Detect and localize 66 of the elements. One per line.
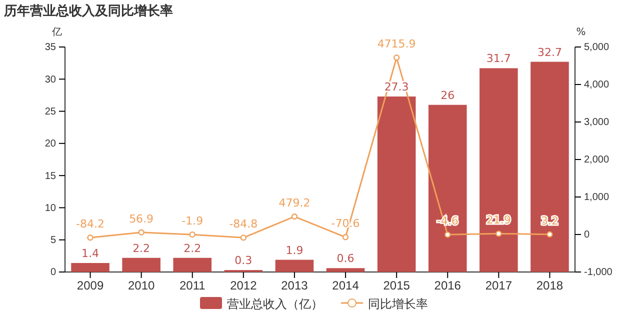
data-label: 56.9: [129, 212, 154, 226]
data-label: 3.2: [540, 214, 558, 228]
data-label: 31.7: [486, 52, 511, 66]
y2-tick-label: 5,000: [584, 42, 610, 54]
bar: [173, 258, 212, 272]
data-label: 479.2: [278, 196, 310, 210]
bar: [326, 268, 365, 272]
x-tick-label: 2015: [383, 278, 410, 293]
y2-tick-label: 0: [584, 230, 590, 241]
data-label: 2.2: [132, 242, 150, 255]
y-tick-label: 5: [50, 235, 56, 246]
point: [546, 231, 553, 238]
y2-tick-label: -1,000: [584, 267, 613, 278]
data-label: 21.9: [486, 214, 511, 227]
y2-tick-label: 3,000: [584, 117, 610, 128]
x-tick-label: 2016: [434, 278, 462, 293]
x-tick-label: 2009: [76, 278, 104, 293]
bar: [480, 68, 518, 272]
point: [240, 234, 247, 241]
y-tick-label: 25: [44, 106, 56, 118]
y-tick-label: 10: [44, 202, 56, 214]
data-label: 0.3: [234, 254, 252, 268]
data-label: -84.2: [76, 218, 105, 231]
x-tick-label: 2014: [332, 278, 360, 293]
data-label: 4715.9: [377, 38, 416, 51]
chart-title: 历年营业总收入及同比增长率: [3, 3, 173, 19]
y2-axis-title: %: [576, 27, 586, 38]
x-tick-label: 2012: [230, 278, 258, 293]
legend-label: 同比增长率: [368, 297, 428, 311]
y2-tick-label: 4,000: [584, 80, 610, 91]
data-label: 32.7: [537, 46, 562, 59]
point: [496, 230, 502, 237]
point: [138, 229, 144, 236]
bar: [71, 263, 110, 272]
legend-label: 营业总收入（亿）: [227, 297, 323, 311]
x-tick-label: 2011: [179, 278, 206, 293]
y-tick-label: 20: [44, 138, 56, 150]
bar: [530, 62, 569, 272]
bar: [428, 104, 467, 272]
y-axis-title: 亿: [51, 27, 62, 38]
point: [444, 232, 451, 238]
data-label: 2.2: [184, 242, 202, 255]
bar: [122, 258, 160, 272]
y-tick-label: 0: [50, 267, 56, 278]
point: [189, 231, 196, 238]
bar: [275, 260, 314, 272]
point: [291, 213, 298, 220]
y2-tick-label: 1,000: [584, 192, 610, 204]
y-tick-label: 15: [44, 170, 56, 182]
y-tick-label: 35: [44, 42, 56, 54]
point: [87, 234, 94, 241]
x-tick-label: 2010: [128, 278, 155, 293]
data-label: -1.9: [182, 214, 204, 228]
data-label: 1.9: [286, 244, 304, 257]
point: [342, 234, 349, 240]
y-tick-label: 30: [44, 74, 56, 86]
data-label: -84.8: [229, 218, 258, 231]
point: [393, 54, 400, 61]
bar: [377, 96, 416, 272]
x-tick-label: 2013: [281, 278, 308, 293]
y2-tick-label: 2,000: [584, 154, 610, 166]
data-label: 1.4: [82, 247, 100, 260]
x-tick-label: 2018: [536, 278, 564, 293]
data-label: 0.6: [336, 252, 354, 266]
x-tick-label: 2017: [485, 278, 512, 293]
data-label: 26: [440, 88, 455, 102]
